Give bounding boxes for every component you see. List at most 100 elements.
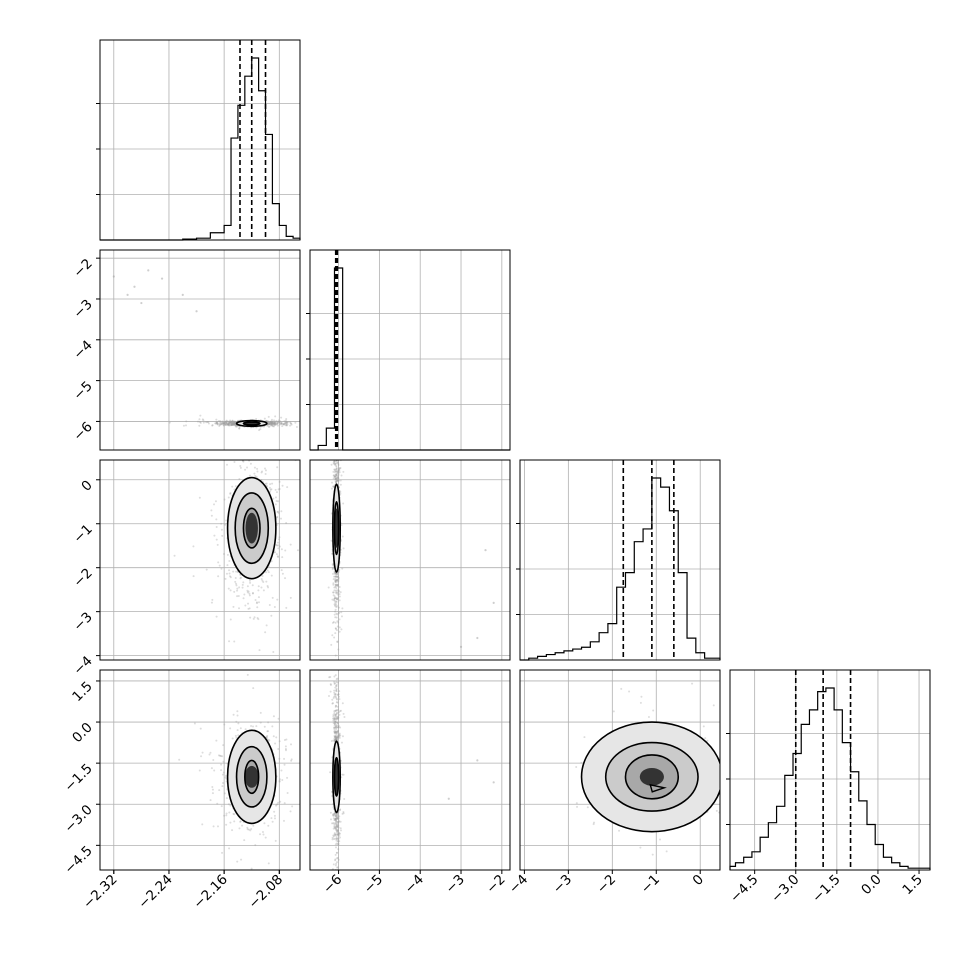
scatter-point	[235, 424, 238, 427]
scatter-point	[286, 423, 289, 426]
scatter-point	[270, 488, 273, 491]
panel-frame	[309, 669, 511, 871]
scatter-point	[335, 683, 338, 686]
scatter-point	[283, 423, 286, 426]
scatter-point	[225, 421, 228, 424]
scatter-point	[335, 479, 338, 482]
scatter-point	[223, 723, 226, 726]
scatter-point	[228, 559, 231, 562]
scatter-point	[270, 423, 273, 426]
scatter-point	[266, 420, 269, 423]
scatter-point	[253, 472, 256, 475]
scatter-point	[340, 741, 343, 744]
scatter-point	[226, 553, 229, 556]
scatter-point	[275, 543, 278, 546]
scatter-point	[210, 601, 213, 604]
scatter-point	[335, 712, 338, 715]
scatter-point	[255, 602, 258, 605]
scatter-point	[333, 571, 336, 574]
scatter-point	[221, 851, 224, 854]
scatter-point	[233, 421, 236, 424]
scatter-point	[209, 751, 212, 754]
scatter-point	[334, 573, 337, 576]
scatter-point	[336, 474, 339, 477]
scatter-point	[336, 681, 339, 684]
scatter-point	[335, 666, 337, 668]
scatter-point	[224, 420, 227, 423]
scatter-point	[233, 590, 236, 593]
scatter-point	[283, 420, 286, 423]
scatter-point	[270, 560, 273, 563]
scatter-point	[246, 585, 249, 588]
scatter-point	[285, 606, 288, 609]
scatter-point	[336, 711, 339, 714]
scatter-point	[336, 470, 339, 473]
scatter-point	[336, 456, 338, 458]
scatter-point	[335, 726, 338, 729]
scatter-point	[272, 422, 275, 425]
scatter-point	[333, 738, 336, 741]
y-tick-label: −3	[70, 609, 95, 634]
scatter-point	[233, 423, 236, 426]
scatter-point	[342, 773, 345, 776]
scatter-point	[231, 422, 234, 425]
scatter-point	[338, 467, 341, 470]
scatter-point	[274, 422, 277, 425]
scatter-point	[336, 832, 339, 835]
panel-content	[173, 460, 299, 660]
scatter-point	[281, 423, 284, 426]
scatter-point	[267, 721, 270, 724]
scatter-point	[333, 691, 336, 694]
scatter-point	[242, 460, 245, 463]
scatter-point	[281, 556, 284, 559]
scatter-point	[334, 601, 337, 604]
scatter-point	[279, 517, 282, 520]
scatter-point	[335, 684, 338, 687]
scatter-point	[337, 584, 340, 587]
scatter-point	[201, 751, 204, 754]
scatter-point	[336, 734, 339, 737]
scatter-point	[332, 722, 335, 725]
scatter-point	[337, 891, 339, 893]
scatter-point	[284, 577, 287, 580]
scatter-point	[335, 816, 338, 819]
scatter-point	[334, 826, 337, 829]
scatter-point	[258, 429, 261, 432]
scatter-point	[210, 514, 213, 517]
scatter-point	[271, 482, 274, 485]
scatter-point	[279, 423, 282, 426]
scatter-point	[285, 421, 288, 424]
scatter-point	[342, 502, 345, 505]
scatter-point	[335, 823, 338, 826]
scatter-point	[276, 421, 279, 424]
scatter-point	[340, 474, 343, 477]
panel-3-2	[309, 456, 511, 661]
scatter-point	[336, 726, 339, 729]
scatter-point	[337, 648, 340, 651]
scatter-point	[228, 847, 231, 850]
scatter-point	[336, 829, 339, 832]
scatter-point	[335, 464, 338, 467]
scatter-point	[273, 810, 276, 813]
scatter-point	[341, 918, 343, 920]
scatter-point	[267, 420, 270, 423]
scatter-point	[332, 621, 335, 624]
scatter-point	[280, 769, 283, 772]
scatter-point	[336, 828, 339, 831]
scatter-point	[284, 745, 287, 748]
scatter-point	[333, 720, 336, 723]
scatter-point	[214, 422, 217, 425]
scatter-point	[334, 727, 337, 730]
scatter-point	[335, 738, 338, 741]
scatter-point	[213, 503, 216, 506]
scatter-point	[273, 814, 276, 817]
scatter-point	[255, 418, 258, 421]
scatter-point	[334, 731, 337, 734]
scatter-point	[222, 424, 225, 427]
scatter-point	[328, 676, 331, 679]
scatter-point	[336, 814, 339, 817]
scatter-point	[268, 422, 271, 425]
scatter-point	[238, 607, 241, 610]
scatter-point	[337, 456, 339, 458]
scatter-point	[335, 829, 338, 832]
